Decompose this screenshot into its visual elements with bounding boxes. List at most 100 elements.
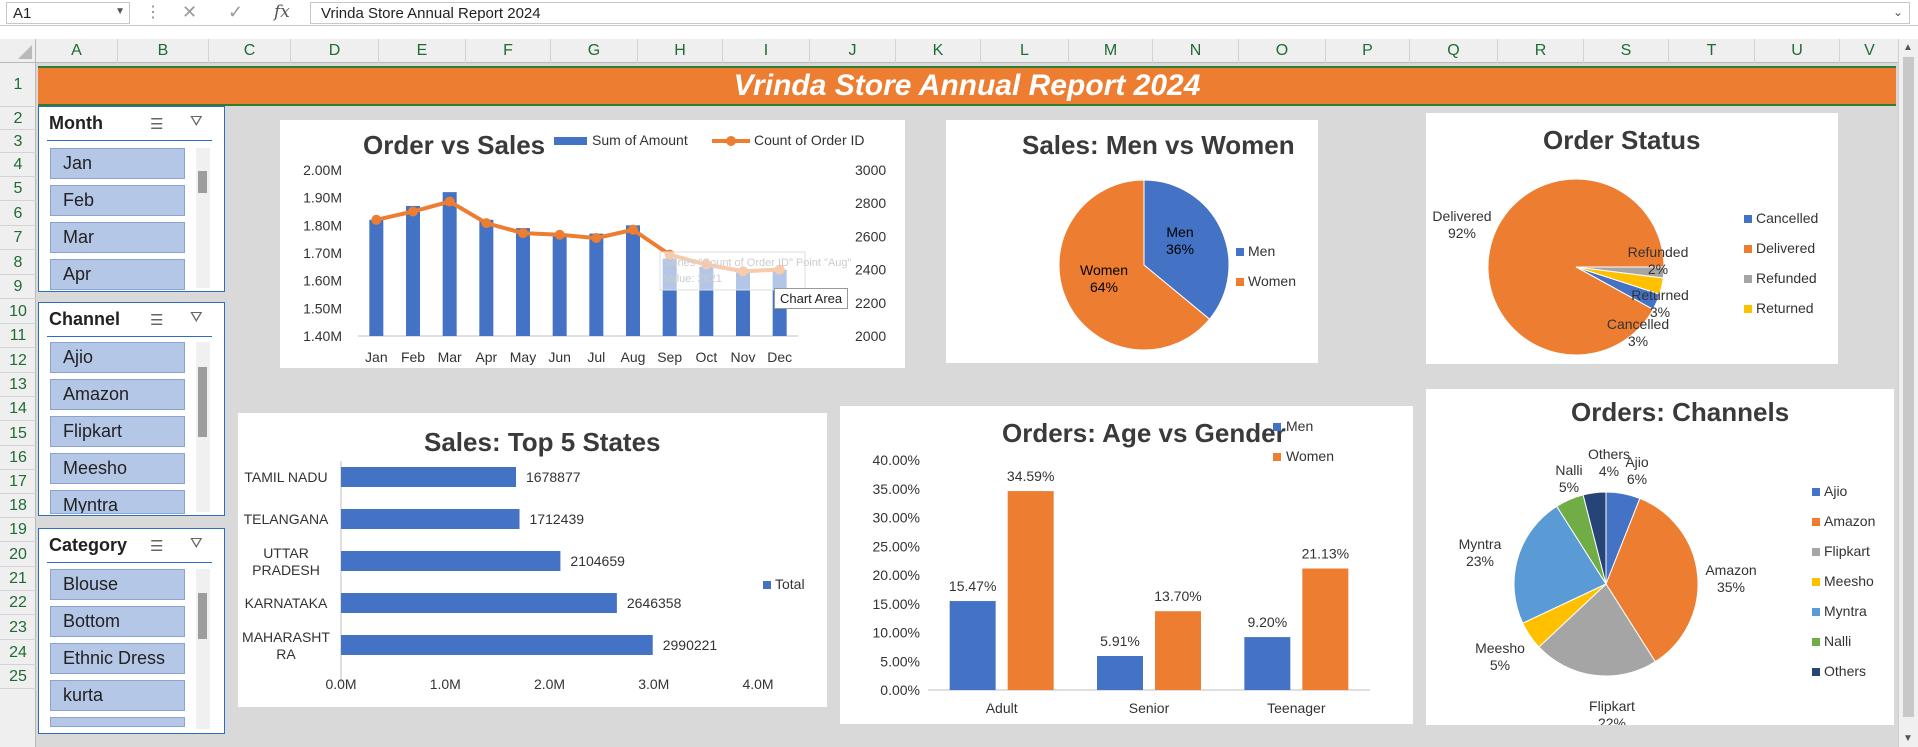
- order-status-chart[interactable]: Order Status Delivered 92% Refunded 2% Retur…: [1426, 113, 1838, 364]
- row-header-8[interactable]: 8: [0, 250, 36, 275]
- column-header-e[interactable]: E: [379, 39, 466, 63]
- column-header-c[interactable]: C: [209, 39, 291, 63]
- bar-men-senior: [1097, 656, 1143, 690]
- row-header-2[interactable]: 2: [0, 107, 36, 130]
- select-all-corner[interactable]: [0, 39, 36, 63]
- data-label-ajio-name: Ajio: [1625, 454, 1649, 470]
- row-header-10[interactable]: 10: [0, 299, 36, 324]
- slicer-item-feb[interactable]: Feb: [50, 185, 185, 216]
- column-header-r[interactable]: R: [1498, 39, 1584, 63]
- clear-filter-icon[interactable]: ⛛: [190, 113, 203, 130]
- slicer-item-ajio[interactable]: Ajio: [50, 342, 185, 373]
- slicer-item-bottom[interactable]: Bottom: [50, 606, 185, 637]
- column-header-f[interactable]: F: [466, 39, 551, 63]
- row-header-23[interactable]: 23: [0, 615, 36, 640]
- scroll-down-icon[interactable]: ▼: [1903, 733, 1913, 744]
- column-header-d[interactable]: D: [291, 39, 379, 63]
- age-vs-gender-chart[interactable]: Orders: Age vs Gender 40.00% 35.00% 30.00%…: [840, 406, 1413, 724]
- slicer-item-apr[interactable]: Apr: [50, 259, 185, 290]
- column-header-l[interactable]: L: [981, 39, 1069, 63]
- column-header-m[interactable]: M: [1069, 39, 1153, 63]
- row-header-3[interactable]: 3: [0, 130, 36, 153]
- row-header-4[interactable]: 4: [0, 153, 36, 177]
- slicer-item-myntra[interactable]: Myntra: [50, 490, 185, 514]
- row-header-20[interactable]: 20: [0, 542, 36, 567]
- row-header-11[interactable]: 11: [0, 324, 36, 348]
- row-header-21[interactable]: 21: [0, 567, 36, 591]
- slicer-scroll-thumb[interactable]: [198, 171, 207, 193]
- column-header-t[interactable]: T: [1669, 39, 1755, 63]
- row-header-7[interactable]: 7: [0, 226, 36, 250]
- row-header-13[interactable]: 13: [0, 373, 36, 397]
- row-header-18[interactable]: 18: [0, 494, 36, 518]
- slicer-scroll-thumb[interactable]: [198, 367, 207, 437]
- row-header-15[interactable]: 15: [0, 421, 36, 446]
- column-header-b[interactable]: B: [118, 39, 209, 63]
- slicer-item-ethnic-dress[interactable]: Ethnic Dress: [50, 643, 185, 674]
- row-header-22[interactable]: 22: [0, 591, 36, 615]
- category-slicer[interactable]: Category ☰ ⛛ Blouse Bottom Ethnic Dress …: [38, 528, 225, 734]
- value-label-women-teenager: 21.13%: [1302, 546, 1349, 562]
- clear-filter-icon[interactable]: ⛛: [190, 535, 203, 552]
- multi-select-icon[interactable]: ☰: [150, 312, 164, 329]
- column-header-k[interactable]: K: [896, 39, 981, 63]
- slicer-scroll-thumb[interactable]: [198, 593, 207, 639]
- formula-input[interactable]: Vrinda Store Annual Report 2024 ⌄: [310, 2, 1910, 24]
- row-header-19[interactable]: 19: [0, 518, 36, 542]
- slicer-scrollbar[interactable]: [196, 148, 210, 288]
- row-header-6[interactable]: 6: [0, 201, 36, 226]
- column-header-p[interactable]: P: [1326, 39, 1410, 63]
- channels-chart[interactable]: Orders: Channels Ajio 6% Amazon 35% Flipkart…: [1426, 389, 1894, 725]
- x-tick-label: Teenager: [1267, 700, 1326, 716]
- column-header-a[interactable]: A: [36, 39, 118, 63]
- slicer-item-flipkart[interactable]: Flipkart: [50, 416, 185, 447]
- column-header-v[interactable]: V: [1840, 39, 1900, 63]
- y-left-tick-label: 2.00M: [303, 162, 342, 178]
- column-header-q[interactable]: Q: [1410, 39, 1498, 63]
- name-box[interactable]: A1 ▼: [6, 2, 130, 24]
- row-header-12[interactable]: 12: [0, 348, 36, 373]
- multi-select-icon[interactable]: ☰: [150, 538, 164, 555]
- more-options-icon[interactable]: ⋮: [145, 4, 161, 21]
- column-header-u[interactable]: U: [1755, 39, 1840, 63]
- column-header-s[interactable]: S: [1584, 39, 1669, 63]
- row-header-17[interactable]: 17: [0, 470, 36, 494]
- column-header-o[interactable]: O: [1239, 39, 1326, 63]
- enter-icon[interactable]: ✓: [228, 2, 244, 22]
- row-header-16[interactable]: 16: [0, 446, 36, 470]
- scrollbar-thumb[interactable]: [1903, 57, 1914, 717]
- column-header-h[interactable]: H: [638, 39, 723, 63]
- slicer-item-amazon[interactable]: Amazon: [50, 379, 185, 410]
- scroll-up-icon[interactable]: ▲: [1903, 42, 1913, 53]
- chevron-down-icon[interactable]: ⌄: [1892, 5, 1903, 19]
- cancel-icon[interactable]: ✕: [182, 2, 198, 22]
- top5-states-chart[interactable]: Sales: Top 5 States 1678877 TAMIL NADU 171…: [238, 413, 827, 707]
- row-header-5[interactable]: 5: [0, 177, 36, 201]
- month-slicer[interactable]: Month ☰ ⛛ Jan Feb Mar Apr: [38, 106, 225, 292]
- column-header-n[interactable]: N: [1153, 39, 1239, 63]
- row-header-24[interactable]: 24: [0, 640, 36, 665]
- slicer-item-kurta[interactable]: kurta: [50, 680, 185, 711]
- column-header-g[interactable]: G: [551, 39, 638, 63]
- slicer-item-blouse[interactable]: Blouse: [50, 569, 185, 600]
- chevron-down-icon[interactable]: ▼: [115, 6, 125, 17]
- channels-legend-label-flipkart: Flipkart: [1824, 543, 1870, 559]
- insert-function-icon[interactable]: fx: [274, 2, 290, 22]
- slicer-item-meesho[interactable]: Meesho: [50, 453, 185, 484]
- row-header-1[interactable]: 1: [0, 63, 36, 107]
- column-header-i[interactable]: I: [723, 39, 810, 63]
- vertical-scrollbar[interactable]: ▲ ▼: [1898, 39, 1918, 747]
- column-header-j[interactable]: J: [810, 39, 896, 63]
- multi-select-icon[interactable]: ☰: [150, 116, 164, 133]
- slicer-item-jan[interactable]: Jan: [50, 148, 185, 179]
- row-header-25[interactable]: 25: [0, 665, 36, 689]
- slicer-item-mar[interactable]: Mar: [50, 222, 185, 253]
- men-vs-women-chart[interactable]: Sales: Men vs Women Men 36% Women 64% Men Wom…: [946, 120, 1318, 363]
- row-header-14[interactable]: 14: [0, 397, 36, 421]
- order-status-legend-swatch-returned: [1744, 305, 1752, 313]
- clear-filter-icon[interactable]: ⛛: [190, 309, 203, 326]
- slicer-item-partial[interactable]: [50, 717, 185, 727]
- row-header-9[interactable]: 9: [0, 275, 36, 299]
- channel-slicer[interactable]: Channel ☰ ⛛ Ajio Amazon Flipkart Meesho …: [38, 302, 225, 516]
- order-vs-sales-chart[interactable]: Order vs Sales 2.00M 1.90M 1.80M 1.70M 1.60M…: [280, 120, 905, 368]
